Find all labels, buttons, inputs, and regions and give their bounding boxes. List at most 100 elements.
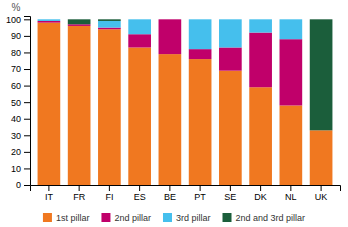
x-tick: FR: [73, 185, 85, 202]
bar-segment: [249, 33, 272, 88]
bar-segment: [38, 23, 61, 185]
bar-segment: [219, 19, 242, 20]
bar-segment: [249, 19, 272, 32]
y-tick-label: 90: [11, 31, 21, 41]
y-tick-label: 20: [11, 147, 21, 157]
y-tick-mark: [24, 36, 30, 37]
bar-segment: [98, 19, 121, 21]
x-tick-mark: [200, 185, 201, 191]
x-tick: DK: [254, 185, 267, 202]
y-tick-mark: [24, 135, 30, 136]
bar-segment: [38, 19, 61, 21]
y-tick-label: 100: [6, 15, 21, 25]
bars: [38, 19, 333, 185]
y-tick-mark: [24, 119, 30, 120]
legend-swatch: [163, 213, 172, 222]
y-tick-mark: [24, 19, 30, 20]
series: [38, 19, 303, 49]
x-tick: ES: [134, 185, 146, 202]
bar-segment: [219, 71, 242, 185]
x-tick: NL: [285, 185, 297, 202]
plot: 0102030405060708090100ITFRFIESBEPTSEDKNL…: [6, 15, 341, 203]
x-tick-label: UK: [315, 192, 328, 202]
x-tick-label: NL: [285, 192, 297, 202]
y-tick: 10: [11, 164, 30, 174]
bar-segment: [128, 19, 151, 20]
legend-item: 2nd and 3rd pillar: [223, 213, 306, 223]
x-tick-mark: [260, 185, 261, 191]
series: [38, 23, 333, 185]
bar-segment: [98, 29, 121, 185]
x-tick-mark: [139, 185, 140, 191]
y-tick: 0: [16, 180, 30, 190]
x-tick-mark: [321, 185, 322, 191]
y-axis: 0102030405060708090100: [6, 15, 31, 191]
y-axis-label: %: [12, 2, 21, 13]
x-tick-label: FI: [105, 192, 113, 202]
bar-segment: [280, 19, 303, 39]
legend-item: 1st pillar: [43, 213, 90, 223]
bar-segment: [98, 28, 121, 30]
x-tick: BE: [164, 185, 176, 202]
bar-segment: [38, 21, 61, 23]
bar-segment: [159, 19, 182, 20]
x-tick-mark: [79, 185, 80, 191]
bar-segment: [128, 34, 151, 47]
x-tick-label: IT: [45, 192, 54, 202]
x-tick: FI: [105, 185, 113, 202]
bar-segment: [38, 19, 61, 20]
legend-item: 2nd pillar: [101, 213, 151, 223]
x-tick: UK: [315, 185, 328, 202]
bar-segment: [68, 26, 91, 185]
chart: 0102030405060708090100ITFRFIESBEPTSEDKNL…: [0, 0, 348, 227]
y-tick-label: 80: [11, 48, 21, 58]
bar-segment: [68, 24, 91, 26]
y-tick: 60: [11, 81, 30, 91]
x-axis-line: [31, 186, 341, 192]
bar-segment: [159, 19, 182, 54]
y-tick: 70: [11, 64, 30, 74]
bar-segment: [310, 19, 333, 130]
legend-item: 3rd pillar: [163, 213, 211, 223]
y-tick-label: 40: [11, 114, 21, 124]
y-tick-mark: [24, 52, 30, 53]
y-tick: 40: [11, 114, 30, 124]
bar-segment: [219, 19, 242, 47]
legend-swatch: [223, 213, 232, 222]
y-tick: 50: [11, 98, 30, 108]
bar-segment: [128, 47, 151, 185]
x-axis: IT FR FI ES BE PT SE DK NL UK: [31, 185, 341, 202]
y-tick-mark: [24, 69, 30, 70]
legend-label: 1st pillar: [56, 213, 90, 223]
x-tick-mark: [230, 185, 231, 191]
series: [68, 19, 333, 130]
y-tick-label: 10: [11, 164, 21, 174]
bar-segment: [280, 39, 303, 105]
x-tick: IT: [45, 185, 54, 202]
bar-segment: [310, 130, 333, 185]
bar-segment: [249, 87, 272, 185]
x-tick-mark: [169, 185, 170, 191]
legend-label: 2nd and 3rd pillar: [236, 213, 306, 223]
y-tick: 80: [11, 48, 30, 58]
bar-segment: [159, 19, 182, 20]
bar-segment: [98, 21, 121, 28]
y-axis-line: [24, 17, 31, 186]
bar-segment: [189, 19, 212, 49]
x-tick: PT: [194, 185, 206, 202]
x-tick-label: SE: [224, 192, 236, 202]
y-tick: 20: [11, 147, 30, 157]
x-tick-label: BE: [164, 192, 176, 202]
y-tick-label: 70: [11, 64, 21, 74]
y-tick-mark: [24, 168, 30, 169]
bar-segment: [280, 19, 303, 20]
y-tick-label: 0: [16, 180, 21, 190]
y-tick-label: 60: [11, 81, 21, 91]
series: [38, 19, 303, 105]
y-tick-label: 50: [11, 98, 21, 108]
legend-label: 3rd pillar: [176, 213, 211, 223]
y-tick-mark: [24, 86, 30, 87]
x-tick-mark: [48, 185, 49, 191]
x-tick-label: ES: [134, 192, 146, 202]
bar-segment: [189, 19, 212, 20]
